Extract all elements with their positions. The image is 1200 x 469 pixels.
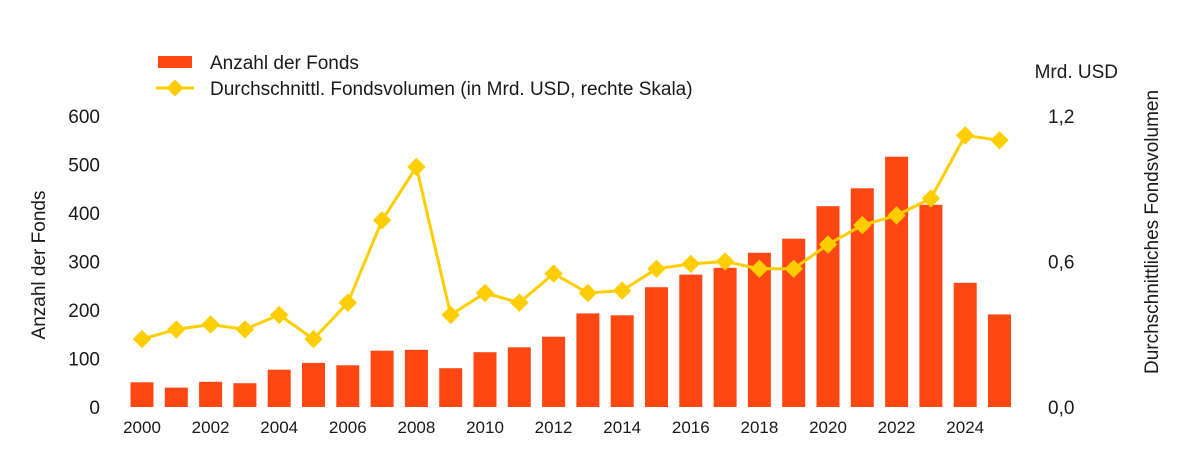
line-point-2016 — [681, 254, 700, 274]
line-point-2010 — [475, 283, 495, 303]
bar-2004 — [267, 369, 291, 407]
line-point-2021 — [853, 215, 872, 235]
legend-label-line: Durchschnittl. Fondsvolumen (in Mrd. USD… — [210, 79, 693, 100]
bar-2011 — [507, 347, 531, 407]
bar-2008 — [404, 349, 428, 407]
bar-2007 — [370, 350, 394, 407]
y2-axis-unit: Mrd. USD — [1035, 62, 1118, 83]
x-tick-label: 2010 — [466, 418, 504, 437]
line-point-2014 — [613, 281, 632, 300]
line-point-2013 — [578, 283, 598, 303]
line-point-2024 — [956, 126, 975, 145]
bar-2022 — [885, 156, 909, 407]
y2-axis-title: Durchschnittliches Fondsvolumen — [1142, 90, 1163, 374]
bar-2020 — [816, 206, 840, 407]
x-tick-label: 2014 — [603, 418, 641, 437]
bar-2021 — [850, 188, 874, 407]
y-axis-ticks: 0 100 200 300 400 500 600 — [68, 107, 100, 419]
bar-2010 — [473, 352, 497, 407]
line-point-2025 — [990, 131, 1009, 150]
y-tick-label: 0 — [89, 398, 100, 419]
x-axis-ticks: 2000 2002 2004 2006 2008 2010 2012 2014 2016 2018… — [123, 418, 984, 437]
line-point-2012 — [544, 264, 563, 283]
legend-swatch-marker — [166, 79, 184, 97]
y2-tick-label: 0,0 — [1048, 398, 1074, 419]
line-point-2023 — [921, 189, 941, 208]
x-tick-label: 2012 — [535, 418, 573, 437]
bar-2018 — [747, 252, 771, 407]
x-tick-label: 2008 — [397, 418, 435, 437]
x-tick-label: 2002 — [192, 418, 230, 437]
bar-2025 — [988, 314, 1011, 407]
bar-2024 — [953, 282, 977, 407]
line-point-2015 — [647, 259, 666, 278]
y2-tick-label: 1,2 — [1048, 107, 1074, 128]
y2-tick-label: 0,6 — [1048, 253, 1074, 274]
line-point-2001 — [167, 320, 186, 339]
bar-2001 — [164, 387, 188, 407]
line-point-2002 — [201, 315, 220, 334]
x-tick-label: 2020 — [809, 418, 847, 437]
bar-2023 — [919, 204, 943, 407]
line-point-2017 — [715, 252, 735, 271]
bar-2016 — [679, 274, 703, 407]
bar-2003 — [233, 383, 257, 407]
line-point-2000 — [132, 329, 152, 349]
bar-2002 — [199, 381, 223, 407]
line-point-2022 — [887, 206, 906, 225]
x-tick-label: 2018 — [740, 418, 778, 437]
x-tick-label: 2000 — [123, 418, 161, 437]
y-tick-label: 300 — [68, 253, 100, 274]
bar-2000 — [130, 382, 154, 407]
x-tick-label: 2004 — [260, 418, 298, 437]
y-tick-label: 500 — [68, 156, 100, 177]
line-point-2004 — [270, 305, 289, 325]
line-series — [132, 126, 1009, 349]
bar-2005 — [302, 362, 325, 407]
y-axis-title: Anzahl der Fonds — [29, 191, 50, 340]
legend-label-bars: Anzahl der Fonds — [210, 53, 359, 74]
y-tick-label: 200 — [68, 301, 100, 322]
legend: Anzahl der Fonds Durchschnittl. Fondsvol… — [156, 53, 693, 100]
line-point-2006 — [338, 293, 357, 312]
line-point-2009 — [441, 305, 460, 325]
bar-2014 — [610, 315, 634, 407]
bar-2017 — [713, 267, 737, 407]
x-tick-label: 2022 — [878, 418, 916, 437]
line-point-2003 — [235, 320, 255, 339]
bar-2012 — [542, 336, 566, 407]
line-point-2011 — [510, 293, 529, 312]
line-point-2018 — [750, 259, 769, 278]
line-point-2005 — [304, 329, 323, 349]
y-tick-label: 600 — [68, 107, 100, 128]
y-tick-label: 400 — [68, 204, 100, 225]
line-point-2007 — [372, 211, 392, 230]
legend-swatch-bars — [158, 56, 192, 68]
line-point-2020 — [818, 235, 838, 254]
line-point-2019 — [784, 259, 803, 278]
bar-2015 — [645, 287, 668, 407]
bar-2009 — [439, 368, 463, 407]
x-tick-label: 2006 — [329, 418, 367, 437]
bar-2006 — [336, 365, 360, 407]
x-tick-label: 2016 — [672, 418, 710, 437]
y2-axis-ticks: 0,0 0,6 1,2 — [1048, 107, 1074, 419]
x-tick-label: 2024 — [946, 418, 984, 437]
bar-2019 — [782, 238, 806, 407]
y-tick-label: 100 — [68, 350, 100, 371]
bar-series — [130, 156, 1011, 407]
bar-2013 — [576, 313, 600, 407]
line-point-2008 — [407, 157, 426, 177]
